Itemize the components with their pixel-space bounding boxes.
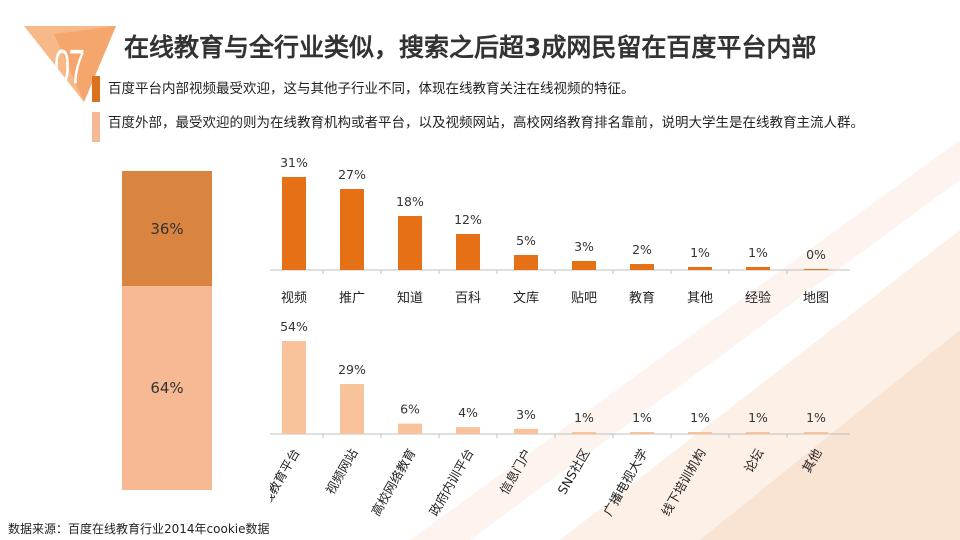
stacked-bar-label-outside: 64% — [150, 379, 184, 397]
bar — [282, 177, 306, 270]
bullet-text-1: 百度平台内部视频最受欢迎，这与其他子行业不同，体现在线教育关注在线视频的特征。 — [108, 81, 635, 97]
category-label: 视频网站 — [323, 446, 361, 497]
bar — [514, 428, 538, 434]
data-label: 1% — [632, 410, 652, 425]
data-label: 3% — [516, 407, 536, 422]
bar — [572, 261, 596, 270]
category-label: 政府内训平台 — [426, 446, 476, 518]
page-title: 在线教育与全行业类似，搜索之后超3成网民留在百度平台内部 — [124, 33, 817, 62]
data-label: 1% — [690, 410, 710, 425]
stacked-bar-label-inside: 36% — [150, 219, 184, 238]
category-label: 视频 — [281, 291, 307, 306]
data-label: 1% — [748, 410, 768, 425]
bar — [746, 267, 770, 270]
data-label: 3% — [574, 239, 594, 254]
data-label: 1% — [690, 245, 710, 260]
data-label: 27% — [338, 167, 366, 182]
data-label: 5% — [516, 233, 536, 248]
data-label: 6% — [400, 402, 420, 417]
bar — [746, 432, 770, 434]
bullet-marker-2 — [92, 112, 100, 142]
badge-triangle-icon — [24, 26, 116, 102]
bullet-marker-1 — [92, 76, 100, 102]
bar — [456, 427, 480, 434]
category-label: 经验 — [745, 290, 771, 306]
category-label: 其他 — [687, 291, 713, 306]
data-label: 2% — [632, 242, 652, 257]
category-label: 广播电视大学 — [600, 446, 650, 518]
bar — [804, 432, 828, 434]
stacked-bar-inside-baidu: 36% — [122, 171, 212, 286]
category-label: 教育 — [629, 290, 655, 306]
category-label: 线下培训机构 — [658, 446, 708, 518]
data-label: 4% — [458, 405, 478, 420]
category-label: 论坛 — [741, 446, 766, 475]
bar-chart-2: 54% 在线教育平台 29% 视频网站 6% 高校网络教育 4% 政府内训平台 3% 信息门户 1%… — [270, 319, 850, 518]
bar — [398, 423, 422, 434]
data-label: 12% — [454, 212, 482, 227]
bar — [688, 267, 712, 270]
category-label: SNS社区 — [554, 446, 592, 497]
data-label: 0% — [806, 247, 826, 262]
category-label: 地图 — [803, 291, 829, 306]
data-label: 1% — [806, 410, 826, 425]
bar — [398, 216, 422, 270]
bar — [282, 341, 306, 434]
stacked-bar-outside-baidu: 64% — [122, 286, 212, 490]
category-label: 文库 — [513, 290, 539, 306]
bar — [688, 432, 712, 434]
bar — [630, 264, 654, 270]
section-badge: 07 — [24, 16, 116, 102]
data-label: 29% — [338, 362, 366, 377]
category-label: 百科 — [455, 291, 481, 306]
bar — [340, 189, 364, 270]
bar-charts: 31% 视频 27% 推广 18% 知道 12% 百科 5% 文库 3% 贴吧 2% 教育 1% 其他 1% 经验… — [270, 155, 850, 518]
bar — [514, 255, 538, 270]
section-number: 07 — [54, 41, 85, 94]
data-label: 18% — [396, 194, 424, 209]
category-label: 其他 — [799, 446, 825, 476]
bar — [340, 384, 364, 434]
category-label: 在线教育平台 — [270, 446, 303, 518]
data-label: 1% — [748, 245, 768, 260]
data-source-note: 数据来源：百度在线教育行业2014年cookie数据 — [8, 522, 270, 536]
bar — [572, 432, 596, 434]
bar — [456, 234, 480, 270]
category-label: 信息门户 — [497, 446, 535, 497]
category-label: 贴吧 — [571, 291, 597, 306]
data-label: 31% — [280, 155, 308, 170]
bar — [804, 269, 828, 270]
bullet-text-2: 百度外部，最受欢迎的则为在线教育机构或者平台，以及视频网站，高校网络教育排名靠前… — [108, 115, 864, 131]
category-label: 高校网络教育 — [368, 446, 418, 518]
category-label: 推广 — [339, 291, 365, 306]
bar-chart-1: 31% 视频 27% 推广 18% 知道 12% 百科 5% 文库 3% 贴吧 2% 教育 1% 其他 1% 经验… — [270, 155, 850, 306]
data-label: 54% — [280, 319, 308, 334]
bar — [630, 432, 654, 434]
data-label: 1% — [574, 410, 594, 425]
category-label: 知道 — [397, 290, 423, 306]
